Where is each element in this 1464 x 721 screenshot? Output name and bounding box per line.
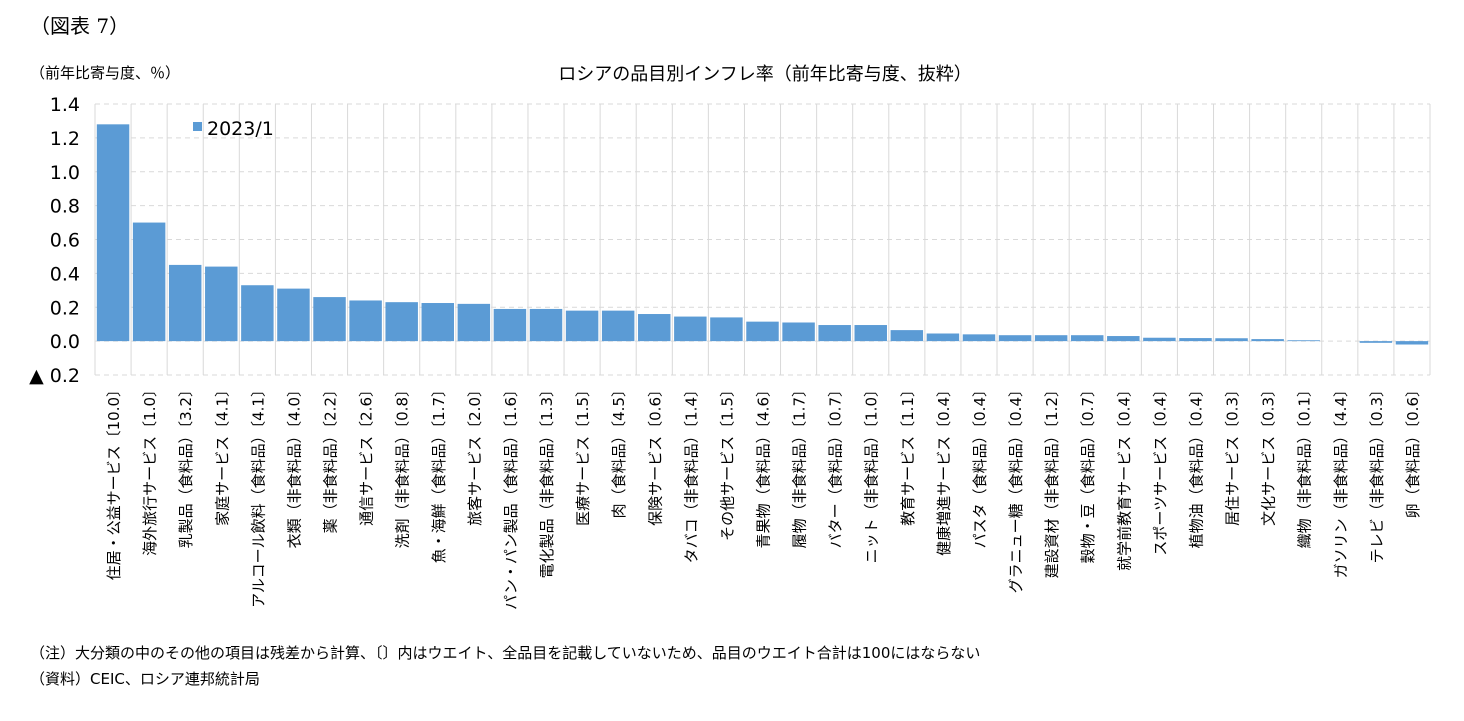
x-tick-label: 薬（非食料品）〔2.2〕 [322,382,340,533]
bar [1179,338,1212,342]
source: （資料）CEIC、ロシア連邦統計局 [30,670,260,688]
bar [493,308,527,342]
x-tick-label: 住居・公益サービス〔10.0〕 [105,382,123,580]
x-tick-label: 保険サービス〔0.6〕 [646,382,664,526]
bar [890,330,924,342]
x-tick-label: 文化サービス〔0.3〕 [1260,382,1278,526]
bar [1215,338,1248,342]
bar [1287,340,1320,342]
y-tick-label: 1.0 [50,162,80,184]
bar [313,297,346,342]
bar [818,325,851,342]
x-tick-label: 建設資材（非食料品）〔1.2〕 [1043,382,1061,578]
bar [385,302,418,342]
y-tick-label: 1.2 [50,128,80,150]
bar [168,264,202,342]
y-tick-label: 0.8 [50,196,80,218]
x-tick-label: その他サービス〔1.5〕 [718,382,736,541]
bar [1395,341,1429,345]
bar [782,322,815,342]
bar [998,335,1032,342]
bar [1251,339,1284,342]
x-tick-label: 医療サービス〔1.5〕 [574,382,592,526]
bar [1143,337,1176,342]
x-tick-label: スポーツサービス〔0.4〕 [1151,382,1169,556]
bar [962,334,996,342]
x-tick-label: 居住サービス〔0.3〕 [1224,382,1242,526]
x-tick-label: 旅客サービス〔2.0〕 [466,382,484,526]
x-tick-label: 海外旅行サービス〔1.0〕 [141,382,159,556]
x-tick-label: ガソリン（非食料品）〔4.4〕 [1332,382,1350,578]
bar [96,124,130,342]
y-tick-label: ▲ 0.2 [29,365,80,387]
bar [746,321,779,342]
bar [638,314,671,342]
bar [674,316,707,342]
chart-title: ロシアの品目別インフレ率（前年比寄与度、抜粋） [558,64,971,85]
y-tick-label: 0.2 [50,297,80,319]
bar [421,303,455,342]
bar [1359,341,1393,343]
x-tick-label: パン・パン製品（食料品）〔1.6〕 [502,382,520,610]
bar [601,310,635,342]
y-tick-label: 0.0 [50,331,80,353]
x-tick-label: テレビ（非食料品）〔0.3〕 [1368,382,1386,563]
bar [854,325,887,342]
x-tick-label: ニット（非食料品）〔1.0〕 [863,382,881,563]
y-tick-label: 1.4 [50,94,80,116]
bar [132,222,166,342]
x-tick-label: タバコ（非食料品）〔1.4〕 [682,382,700,563]
x-tick-label: 通信サービス〔2.6〕 [358,382,376,526]
x-tick-label: 履物（非食料品）〔1.7〕 [791,382,809,548]
x-tick-label: バター（食料品）〔0.7〕 [827,382,845,548]
bar [205,266,238,342]
x-tick-label: アルコール飲料（食料品）〔4.1〕 [249,382,267,608]
x-tick-label: 乳製品（食料品）〔3.2〕 [177,382,195,548]
unit-label: （前年比寄与度、％） [30,64,180,82]
x-tick-label: 家庭サービス〔4.1〕 [213,382,231,526]
figure-label: （図表 7） [30,14,129,38]
x-tick-label: 電化製品（非食料品）〔1.3〕 [538,382,556,578]
x-tick-label: 教育サービス〔1.1〕 [899,382,917,526]
bar [457,303,491,342]
x-tick-label: 織物（非食料品）〔0.1〕 [1296,382,1314,548]
bar [277,288,310,342]
x-tick-label: 穀物・豆（食料品）〔0.7〕 [1079,382,1097,563]
bar [565,310,599,342]
bar [926,333,960,342]
bar [349,300,382,342]
x-tick-label: パスタ（食料品）〔0.4〕 [971,382,989,548]
x-tick-label: 卵（食料品）〔0.6〕 [1404,382,1422,518]
bar [241,285,274,342]
x-tick-label: 就学前教育サービス〔0.4〕 [1115,382,1133,571]
x-tick-label: 魚・海鮮（食料品）〔1.7〕 [430,382,448,563]
bar [710,317,743,342]
bar [1034,335,1068,342]
y-tick-label: 0.6 [50,230,80,252]
x-tick-label: 健康増進サービス〔0.4〕 [935,382,953,556]
x-tick-label: 洗剤（非食料品）〔0.8〕 [394,382,412,548]
bar [529,308,563,342]
note: （注）大分類の中のその他の項目は残差から計算、〔〕内はウエイト、全品目を記載して… [30,644,980,662]
x-tick-label: グラニュー糖（食料品）〔0.4〕 [1007,382,1025,593]
x-tick-label: 植物油（食料品）〔0.4〕 [1187,382,1205,548]
bar [1070,335,1104,342]
legend-label: 2023/1 [207,118,274,140]
x-tick-label: 青果物（食料品）〔4.6〕 [755,382,773,548]
x-tick-label: 肉（食料品）〔4.5〕 [610,382,628,518]
bar [1107,336,1140,342]
y-tick-label: 0.4 [50,263,80,285]
x-tick-label: 衣類（非食料品）〔4.0〕 [285,382,303,548]
legend-swatch [193,122,202,131]
